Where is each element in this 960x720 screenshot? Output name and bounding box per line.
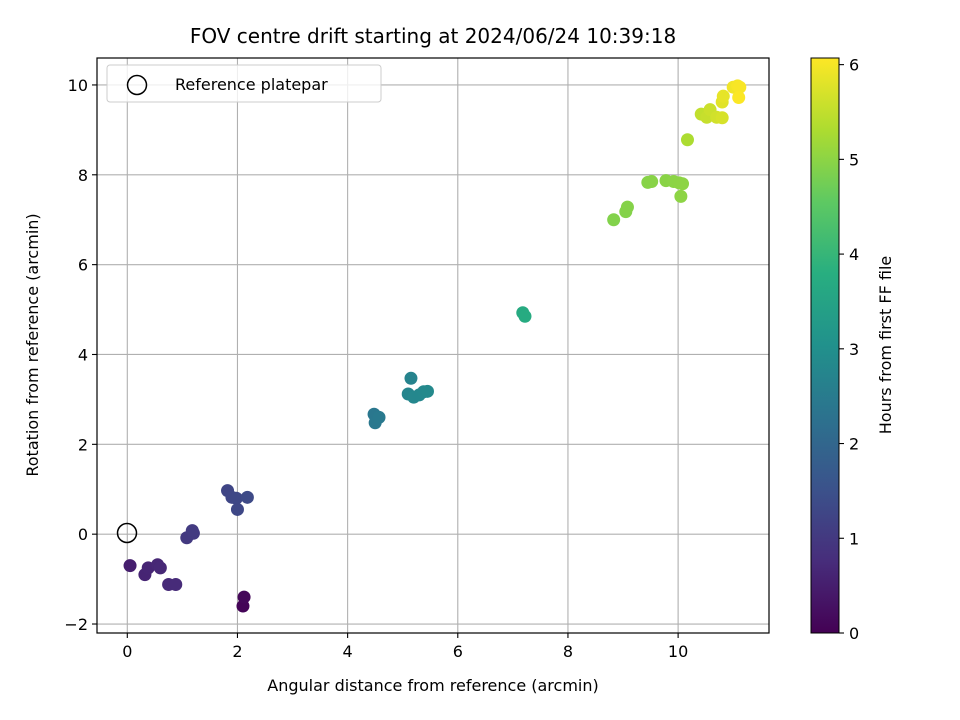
data-point	[420, 384, 434, 398]
data-point	[715, 111, 729, 125]
y-tick-label: 0	[78, 525, 88, 544]
y-tick-label: 6	[78, 256, 88, 275]
data-point	[732, 91, 746, 105]
data-point	[645, 175, 659, 189]
plot-frame	[96, 57, 770, 634]
legend: Reference platepar	[106, 64, 382, 103]
x-axis-label: Angular distance from reference (arcmin)	[267, 676, 598, 695]
legend-reference-marker-icon	[126, 74, 148, 96]
chart-title: FOV centre drift starting at 2024/06/24 …	[190, 24, 676, 48]
x-tick-label: 6	[453, 642, 463, 661]
data-point	[169, 577, 183, 591]
data-points	[123, 79, 747, 613]
data-point	[123, 559, 137, 573]
x-tick-label: 4	[343, 642, 353, 661]
reference-platepar-marker	[116, 522, 138, 544]
grid-lines	[97, 58, 769, 633]
data-point	[733, 80, 747, 94]
data-point	[607, 213, 621, 227]
colorbar-gradient	[810, 57, 840, 634]
data-point	[153, 561, 167, 575]
y-tick-label: −2	[64, 615, 88, 634]
x-tick-label: 10	[668, 642, 688, 661]
data-point	[230, 502, 244, 516]
y-tick-label: 8	[78, 166, 88, 185]
colorbar-tick-label: 5	[849, 150, 859, 169]
colorbar-tick-label: 2	[849, 435, 859, 454]
x-tick-label: 8	[563, 642, 573, 661]
legend-entry-reference-platepar: Reference platepar	[175, 75, 328, 94]
x-tick-label: 0	[122, 642, 132, 661]
data-point	[680, 133, 694, 147]
data-point	[237, 590, 251, 604]
colorbar-tick-label: 1	[849, 529, 859, 548]
y-tick-label: 2	[78, 435, 88, 454]
data-point	[620, 200, 634, 214]
colorbar-tick-label: 3	[849, 340, 859, 359]
colorbar-tick-label: 0	[849, 624, 859, 643]
data-point	[518, 309, 532, 323]
data-point	[716, 89, 730, 103]
colorbar-ticks: 0 1 2 3 4 5 6	[839, 56, 859, 643]
legend-box	[106, 64, 382, 103]
data-point	[372, 410, 386, 424]
data-point	[229, 491, 243, 505]
data-point	[240, 490, 254, 504]
data-point	[185, 524, 199, 538]
colorbar-tick-label: 6	[849, 56, 859, 75]
x-axis-ticks: 0 2 4 6 8 10	[122, 633, 688, 661]
colorbar-tick-label: 4	[849, 245, 859, 264]
data-point	[674, 189, 688, 203]
data-point	[404, 371, 418, 385]
y-tick-label: 4	[78, 345, 88, 364]
data-point	[676, 177, 690, 191]
x-tick-label: 2	[232, 642, 242, 661]
y-tick-label: 10	[68, 76, 88, 95]
y-axis-ticks: −2 0 2 4 6 8 10	[64, 76, 97, 634]
y-axis-label: Rotation from reference (arcmin)	[23, 213, 42, 476]
colorbar-label: Hours from first FF file	[876, 256, 895, 435]
colorbar: 0 1 2 3 4 5 6 Hours from first FF file	[810, 56, 895, 643]
